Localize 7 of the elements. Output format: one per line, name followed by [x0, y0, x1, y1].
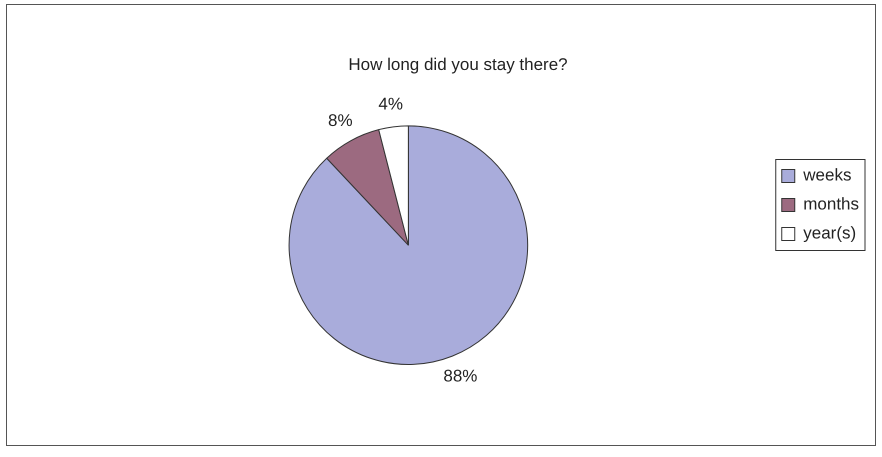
chart-title: How long did you stay there?	[348, 54, 568, 74]
data-label: 88%	[443, 366, 478, 386]
data-label: 8%	[328, 111, 353, 130]
legend-label: weeks	[802, 166, 852, 185]
legend-label: months	[803, 194, 859, 214]
legend-label: year(s)	[803, 224, 856, 243]
data-label: 4%	[378, 94, 403, 114]
